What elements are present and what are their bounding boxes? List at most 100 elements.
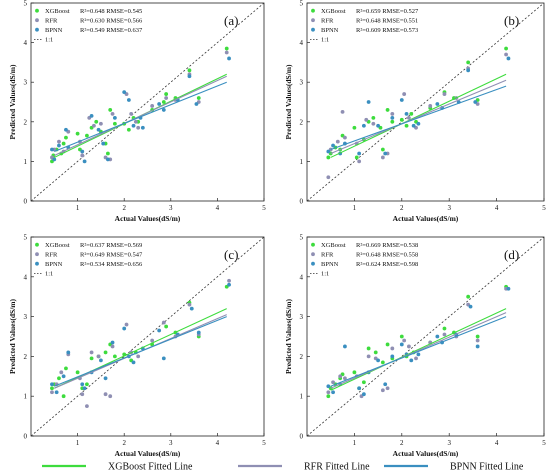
legend-marker-rfr [35, 252, 39, 257]
point-bpnn [89, 113, 94, 118]
point-rfr [402, 338, 407, 343]
point-xgboost [196, 96, 201, 100]
x-tick-label: 1 [76, 439, 80, 447]
legend-marker-xgboost [311, 242, 315, 247]
x-tick-label: 2 [122, 204, 126, 212]
legend-marker-xgboost [311, 8, 315, 13]
x-axis-label: Actual Values(dS/m) [393, 449, 459, 458]
bottom-legend-item: XGBoost Fitted Line [42, 462, 193, 473]
legend-marker-bpnn [35, 27, 39, 32]
point-bpnn [227, 282, 231, 287]
legend-name: BPNN [321, 261, 339, 268]
point-bpnn [416, 352, 421, 357]
point-rfr [161, 320, 166, 325]
point-rfr [402, 92, 407, 96]
point-rfr [227, 278, 231, 283]
y-tick-label: 4 [24, 273, 28, 281]
panel-label: (d) [504, 247, 519, 262]
legend: XGBoost R²=0.659 RMSE=0.527 RFR R²=0.648 RM… [310, 8, 419, 44]
point-xgboost [475, 334, 480, 339]
legend-name: RFR [321, 18, 334, 25]
point-bpnn [376, 123, 380, 128]
bottom-legend-item: BPNN Fitted Line [384, 462, 524, 473]
point-bpnn [105, 157, 110, 162]
point-bpnn [357, 151, 362, 156]
point-xgboost [352, 125, 357, 130]
point-rfr [96, 354, 101, 359]
y-tick-label: 2 [300, 353, 304, 361]
bottom-legend-label: RFR Fitted Line [304, 462, 370, 473]
point-xgboost [112, 354, 117, 359]
legend-stats: R²=0.534 RMSE=0.656 [80, 261, 143, 268]
x-tick-label: 2 [400, 204, 404, 212]
point-rfr [407, 344, 411, 349]
point-xgboost [326, 394, 331, 399]
point-xgboost [85, 133, 89, 138]
y-tick-label: 1 [300, 393, 304, 401]
point-rfr [187, 302, 192, 307]
point-bpnn [131, 123, 136, 128]
point-xgboost [399, 334, 404, 339]
x-tick-label: 3 [447, 204, 451, 212]
y-tick-label: 2 [24, 118, 28, 126]
point-xgboost [385, 108, 390, 112]
point-bpnn [194, 102, 199, 106]
point-rfr [343, 376, 347, 381]
point-xgboost [352, 370, 357, 375]
fit-line-bpnn [330, 85, 507, 151]
legend-stats: R²=0.637 RMSE=0.569 [80, 242, 142, 249]
y-tick-label: 1 [24, 158, 28, 166]
point-xgboost [126, 127, 131, 132]
point-xgboost [103, 350, 108, 355]
point-xgboost [61, 394, 66, 399]
y-tick-label: 0 [300, 433, 304, 441]
legend-name: 1:1 [45, 271, 53, 278]
point-xgboost [112, 121, 117, 126]
point-bpnn [506, 286, 511, 291]
point-xgboost [50, 386, 54, 391]
y-tick-label: 5 [300, 234, 304, 242]
point-xgboost [504, 46, 508, 51]
point-bpnn [343, 344, 347, 349]
point-bpnn [66, 350, 71, 355]
point-rfr [338, 374, 343, 379]
legend-name: 1:1 [45, 37, 53, 44]
y-tick-label: 2 [24, 353, 28, 361]
x-tick-label: 1 [353, 439, 357, 447]
legend-stats: R²=0.609 RMSE=0.573 [356, 27, 418, 34]
legend-name: BPNN [45, 261, 63, 268]
bottom-legend-item: RFR Fitted Line [238, 462, 370, 473]
point-rfr [150, 104, 155, 108]
fit-line-rfr [330, 312, 507, 389]
point-bpnn [357, 386, 362, 391]
legend-name: XGBoost [321, 242, 346, 249]
point-bpnn [140, 125, 145, 130]
point-rfr [57, 139, 61, 144]
y-tick-label: 2 [300, 118, 304, 126]
point-rfr [340, 110, 345, 114]
point-rfr [103, 392, 108, 397]
point-bpnn [390, 115, 395, 120]
point-bpnn [383, 382, 388, 387]
point-xgboost [85, 382, 89, 387]
point-rfr [224, 50, 229, 55]
point-xgboost [105, 151, 110, 156]
y-tick-label: 4 [300, 39, 304, 47]
point-xgboost [94, 119, 99, 124]
point-bpnn [473, 100, 478, 104]
y-tick-label: 3 [24, 79, 28, 87]
fit-line-rfr [330, 79, 507, 154]
point-bpnn [361, 392, 366, 397]
point-rfr [85, 404, 89, 409]
point-rfr [80, 392, 85, 397]
legend-name: RFR [45, 18, 58, 25]
panel-label: (c) [224, 247, 238, 262]
one-to-one-line [31, 3, 264, 201]
legend-marker-xgboost [35, 8, 39, 13]
legend-marker-bpnn [311, 27, 315, 32]
point-rfr [110, 344, 115, 349]
x-tick-label: 4 [216, 204, 220, 212]
point-xgboost [89, 356, 94, 361]
x-tick-label: 2 [122, 439, 126, 447]
